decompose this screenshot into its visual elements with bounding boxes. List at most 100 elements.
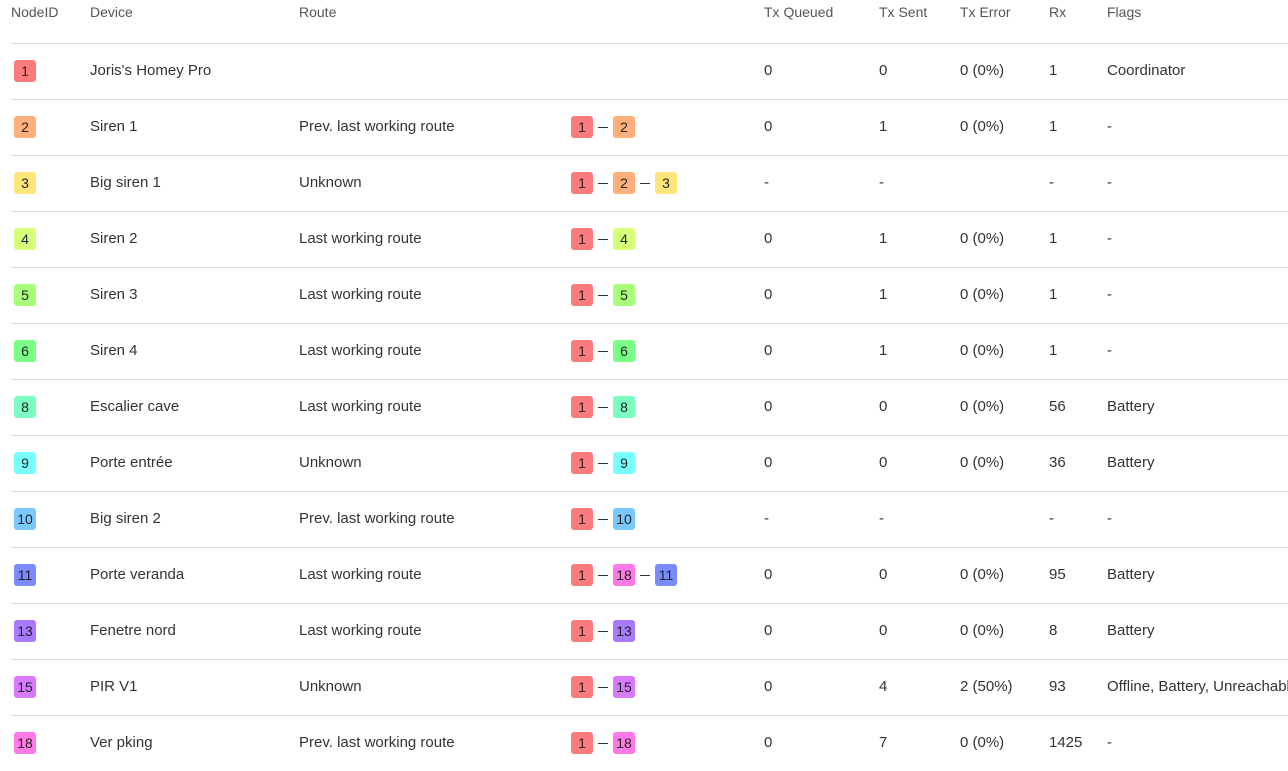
- flags-value: Battery: [1107, 454, 1155, 471]
- route-hop-badge: 10: [613, 508, 635, 530]
- route-hop-badge: 1: [571, 676, 593, 698]
- node-id-cell: 9: [14, 436, 36, 490]
- tx-sent-value: 4: [879, 678, 888, 695]
- tx-error-value: 0 (0%): [960, 734, 1005, 751]
- table-row[interactable]: 2 Siren 1 Prev. last working route 1 2 0 1 0 (0…: [11, 99, 1288, 155]
- device-name: Porte entrée: [90, 454, 173, 471]
- route-hop-badge: 1: [571, 116, 593, 138]
- table-row[interactable]: 9 Porte entrée Unknown 1 9 0 0 0 (0%) 36 Battery: [11, 435, 1288, 491]
- node-id-badge: 10: [14, 508, 36, 531]
- flags-value: -: [1107, 286, 1112, 303]
- device-name: Ver pking: [90, 734, 153, 751]
- route-hop-badge: 1: [571, 396, 593, 418]
- header-device[interactable]: Device: [90, 4, 133, 20]
- tx-sent-value: 7: [879, 734, 888, 751]
- node-id-badge: 1: [14, 60, 36, 83]
- rx-value: 8: [1049, 622, 1058, 639]
- tx-queued-value: 0: [764, 118, 773, 135]
- node-id-badge: 11: [14, 564, 36, 587]
- device-name: Siren 2: [90, 230, 138, 247]
- table-row[interactable]: 13 Fenetre nord Last working route 1 13 0 0 0 (…: [11, 603, 1288, 659]
- route-status: Last working route: [299, 230, 422, 247]
- rx-value: 1: [1049, 118, 1058, 135]
- table-row[interactable]: 5 Siren 3 Last working route 1 5 0 1 0 (0%) 1-: [11, 267, 1288, 323]
- flags-value: -: [1107, 510, 1112, 527]
- route-hop-badge: 15: [613, 676, 635, 698]
- tx-error-value: 2 (50%): [960, 678, 1013, 695]
- route-status: Last working route: [299, 398, 422, 415]
- flags-value: -: [1107, 734, 1112, 751]
- tx-queued-value: -: [764, 510, 769, 527]
- tx-queued-value: 0: [764, 678, 773, 695]
- route-status: Unknown: [299, 678, 362, 695]
- table-row[interactable]: 8 Escalier cave Last working route 1 8 0 0 0 (0…: [11, 379, 1288, 435]
- tx-error-value: 0 (0%): [960, 342, 1005, 359]
- route-status: Last working route: [299, 566, 422, 583]
- node-id-badge: 5: [14, 284, 36, 307]
- route-status: Unknown: [299, 454, 362, 471]
- node-table-body: 1 Joris's Homey Pro 0 0 0 (0%) 1 Coordinator 2 S…: [11, 43, 1288, 771]
- node-id-badge: 6: [14, 340, 36, 363]
- table-row[interactable]: 3 Big siren 1 Unknown 1 2 3- - - -: [11, 155, 1288, 211]
- header-route[interactable]: Route: [299, 4, 337, 20]
- route-hop-badge: 2: [613, 172, 635, 194]
- tx-error-value: 0 (0%): [960, 398, 1005, 415]
- tx-sent-value: 0: [879, 622, 888, 639]
- rx-value: 1: [1049, 62, 1058, 79]
- route-connector: [598, 630, 608, 632]
- table-header: NodeID Device Route Tx Queued Tx Sent Tx…: [0, 0, 1288, 44]
- route-hop-badge: 3: [655, 172, 677, 194]
- header-nodeid[interactable]: NodeID: [11, 4, 59, 20]
- device-name: Fenetre nord: [90, 622, 176, 639]
- route-connector: [598, 574, 608, 576]
- route-connector: [598, 350, 608, 352]
- tx-queued-value: 0: [764, 62, 773, 79]
- route-hop-badge: 1: [571, 284, 593, 306]
- route-hop-badge: 1: [571, 452, 593, 474]
- tx-queued-value: 0: [764, 342, 773, 359]
- rx-value: 1: [1049, 230, 1058, 247]
- table-row[interactable]: 11 Porte veranda Last working route 1 18 11 0 0…: [11, 547, 1288, 603]
- route-hop-badge: 5: [613, 284, 635, 306]
- node-id-badge: 3: [14, 172, 36, 195]
- route-hop-badge: 18: [613, 564, 635, 586]
- tx-queued-value: 0: [764, 566, 773, 583]
- tx-sent-value: 0: [879, 454, 888, 471]
- header-tx-error[interactable]: Tx Error: [960, 4, 1011, 20]
- route-path: 1 18: [571, 716, 635, 770]
- route-status: Last working route: [299, 342, 422, 359]
- rx-value: 1425: [1049, 734, 1083, 751]
- tx-error-value: 0 (0%): [960, 622, 1005, 639]
- route-status: Last working route: [299, 622, 422, 639]
- node-id-cell: 13: [14, 604, 36, 658]
- route-path: 1 15: [571, 660, 635, 714]
- device-name: PIR V1: [90, 678, 138, 695]
- table-row[interactable]: 15 PIR V1 Unknown 1 15 0 4 2 (50%) 93 Offline, Ba…: [11, 659, 1288, 715]
- device-name: Siren 3: [90, 286, 138, 303]
- tx-sent-value: 1: [879, 230, 888, 247]
- header-rx[interactable]: Rx: [1049, 4, 1067, 20]
- tx-error-value: 0 (0%): [960, 454, 1005, 471]
- rx-value: 93: [1049, 678, 1066, 695]
- flags-value: Coordinator: [1107, 62, 1186, 79]
- table-row[interactable]: 6 Siren 4 Last working route 1 6 0 1 0 (0%) 1-: [11, 323, 1288, 379]
- route-hop-badge: 18: [613, 732, 635, 754]
- table-row[interactable]: 18 Ver pking Prev. last working route 1 18 0 7…: [11, 715, 1288, 771]
- node-id-badge: 9: [14, 452, 36, 475]
- header-tx-queued[interactable]: Tx Queued: [764, 4, 834, 20]
- table-row[interactable]: 10 Big siren 2 Prev. last working route 1 10…: [11, 491, 1288, 547]
- header-tx-sent[interactable]: Tx Sent: [879, 4, 928, 20]
- route-hop-badge: 9: [613, 452, 635, 474]
- route-hop-badge: 2: [613, 116, 635, 138]
- route-connector: [640, 182, 650, 184]
- tx-error-value: 0 (0%): [960, 62, 1005, 79]
- header-flags[interactable]: Flags: [1107, 4, 1142, 20]
- table-row[interactable]: 1 Joris's Homey Pro 0 0 0 (0%) 1 Coordinator: [11, 43, 1288, 99]
- route-status: Prev. last working route: [299, 118, 455, 135]
- route-hop-badge: 6: [613, 340, 635, 362]
- table-row[interactable]: 4 Siren 2 Last working route 1 4 0 1 0 (0%) 1-: [11, 211, 1288, 267]
- route-connector: [598, 182, 608, 184]
- route-connector: [640, 574, 650, 576]
